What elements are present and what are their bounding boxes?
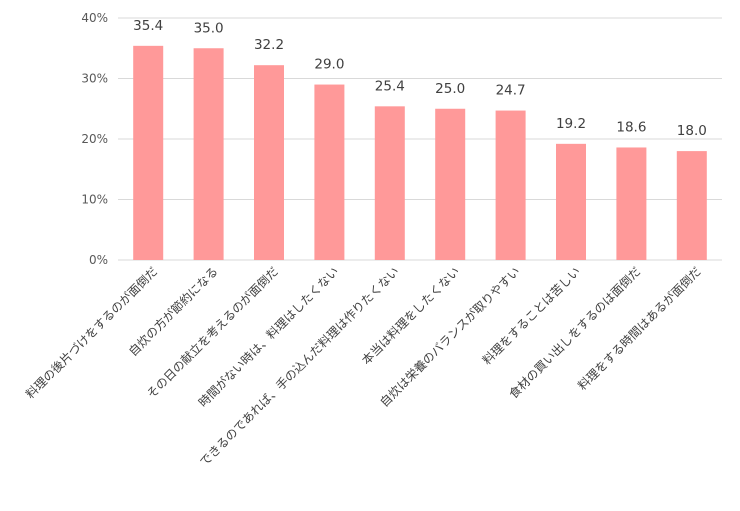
category-label: 料理をすることは苦しい (480, 264, 583, 367)
bar (374, 106, 405, 260)
bar (314, 84, 345, 260)
data-labels: 35.4 35.0 32.2 29.0 25.4 25.0 24.7 19.2 18.6 18.0 (133, 18, 707, 139)
bar (254, 65, 284, 260)
data-label: 19.2 (556, 116, 586, 132)
category-labels: 料理の後片づけをするのが面倒だ自炊の方が節約になるその日の献立を考えるのが面倒だ… (22, 264, 703, 470)
bars (133, 45, 707, 260)
category-label: 料理の後片づけをするのが面倒だ (22, 264, 160, 402)
category-label: 食材の買い出しをするのは面倒だ (506, 264, 644, 402)
bar (676, 151, 707, 260)
y-tick-label: 10% (81, 193, 108, 207)
data-label: 24.7 (496, 83, 526, 99)
data-label: 25.0 (435, 81, 465, 97)
bar (133, 45, 164, 260)
bar (616, 147, 647, 260)
category-label: その日の献立を考えるのが面倒だ (143, 264, 281, 402)
category-label: 本当は料理をしたくない (359, 264, 462, 367)
category-label: 料理をする時間はあるが面倒だ (575, 264, 704, 393)
data-label: 35.4 (133, 18, 163, 34)
bar (495, 110, 526, 260)
data-label: 35.0 (194, 20, 224, 36)
y-tick-label: 0% (89, 253, 108, 267)
y-tick-label: 30% (81, 72, 108, 86)
bar (556, 143, 586, 260)
data-label: 25.4 (375, 78, 405, 94)
data-label: 29.0 (314, 57, 344, 73)
data-label: 18.0 (677, 123, 707, 139)
bar (435, 108, 466, 260)
data-label: 32.2 (254, 37, 284, 53)
bar (193, 48, 224, 260)
y-tick-label: 20% (81, 132, 108, 146)
data-label: 18.6 (616, 119, 646, 135)
y-tick-label: 40% (81, 11, 108, 25)
y-axis-tick-labels: 0% 10% 20% 30% 40% (81, 11, 108, 267)
